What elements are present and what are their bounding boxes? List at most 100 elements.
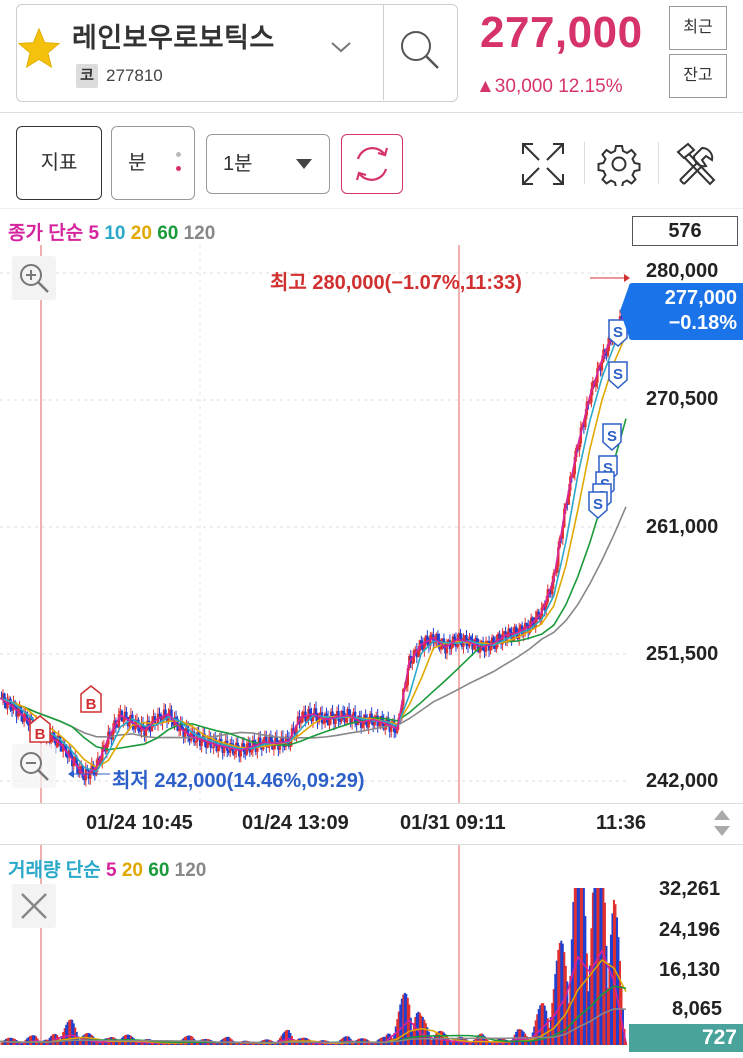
volume-bar [399, 1004, 402, 1045]
candle [605, 352, 608, 357]
candle [164, 709, 167, 716]
volume-bar [590, 928, 593, 1045]
volume-bar [38, 1040, 41, 1045]
candle [66, 756, 69, 758]
candle [311, 713, 315, 722]
volume-bar [528, 1041, 531, 1045]
favorite-star-icon[interactable] [16, 26, 62, 72]
resize-handle-icon[interactable] [710, 808, 734, 838]
candle [269, 737, 273, 741]
volume-bar [283, 1031, 286, 1045]
volume-bar [507, 1040, 510, 1045]
volume-bar [50, 1035, 53, 1045]
volume-bar [281, 1033, 284, 1045]
volume-bar [608, 963, 611, 1045]
volume-bar [18, 1042, 21, 1045]
x-axis-label: 11:36 [596, 812, 647, 834]
y-axis-label: 251,500 [646, 643, 719, 665]
volume-bar [388, 1033, 391, 1045]
candle [72, 762, 75, 767]
time-axis[interactable] [0, 803, 743, 845]
volume-bar [591, 892, 594, 1045]
refresh-button[interactable] [341, 134, 403, 194]
indicator-button[interactable]: 지표 [16, 126, 102, 200]
candle [49, 740, 53, 743]
interval-select[interactable]: 1분 [206, 134, 330, 194]
candle [105, 744, 109, 752]
candle [257, 737, 261, 745]
candle [251, 740, 255, 751]
candle [584, 415, 587, 428]
volume-bar [570, 939, 573, 1045]
volume-ma20-line [0, 958, 627, 1044]
volume-bar [557, 949, 560, 1045]
candle [322, 722, 325, 724]
close-icon[interactable] [12, 884, 56, 928]
candle [25, 712, 29, 724]
volume-bar [59, 1039, 62, 1045]
candle [338, 720, 342, 722]
volume-bar [614, 904, 617, 1045]
moving-average-lines [0, 312, 627, 777]
fullscreen-icon[interactable] [519, 140, 567, 188]
volume-bar [620, 985, 623, 1045]
buy-marker [29, 715, 51, 743]
candle [394, 732, 397, 734]
volume-bar [491, 1042, 494, 1045]
volume-bar [566, 981, 569, 1045]
volume-bar [62, 1031, 65, 1045]
settings-gear-icon[interactable] [597, 142, 641, 186]
candle [424, 635, 428, 642]
candle [99, 761, 103, 764]
candle [272, 744, 276, 750]
volume-bar [96, 1041, 99, 1045]
bar-count-box[interactable]: 576 [632, 216, 738, 246]
candle [444, 648, 447, 654]
legend-close-label: 종가 단순 [8, 223, 84, 244]
minute-button[interactable]: 분 [111, 126, 195, 200]
volume-bar [560, 940, 563, 1045]
volume-bar [518, 1029, 521, 1045]
candle [116, 726, 119, 728]
tools-icon[interactable] [672, 140, 720, 188]
candle [275, 736, 279, 745]
candle [385, 717, 388, 724]
candle [239, 749, 242, 757]
tag-price: 277,000 [664, 287, 737, 309]
candle [292, 728, 295, 732]
stock-name[interactable]: 레인보우로보틱스 [72, 23, 275, 53]
price-chart[interactable]: BBSSSSSSS [0, 245, 743, 1045]
zoom-out-icon[interactable] [12, 744, 56, 788]
candle [223, 744, 226, 753]
zoom-in-icon[interactable] [12, 256, 56, 300]
volume-bar [315, 1042, 318, 1045]
volume-bar [414, 1016, 417, 1045]
candle [375, 715, 378, 717]
candle [561, 527, 564, 539]
volume-bar [587, 991, 590, 1045]
volume-bar [477, 1035, 480, 1045]
volume-bar [138, 1041, 141, 1045]
volume-bar [117, 1042, 120, 1045]
volume-bar [417, 1011, 420, 1045]
candle [227, 750, 230, 753]
toolbar-bottom-divider [0, 208, 743, 209]
candle [545, 602, 548, 611]
search-icon[interactable] [396, 26, 444, 74]
recent-button[interactable]: 최근 [669, 6, 727, 50]
divider [383, 4, 384, 100]
chevron-down-icon[interactable] [328, 38, 354, 56]
volume-axis-label: 16,130 [659, 959, 721, 981]
volume-bar [233, 1042, 236, 1045]
balance-button[interactable]: 잔고 [669, 54, 727, 98]
candle [206, 739, 209, 748]
candle [328, 719, 331, 726]
volume-bar [236, 1042, 239, 1045]
candle [415, 649, 419, 658]
volume-bar [471, 1041, 474, 1045]
interval-value: 1분 [223, 153, 253, 175]
arrow-left-icon [68, 770, 110, 778]
volume-bar [39, 1042, 42, 1045]
candle [594, 382, 598, 387]
candle [447, 640, 450, 643]
